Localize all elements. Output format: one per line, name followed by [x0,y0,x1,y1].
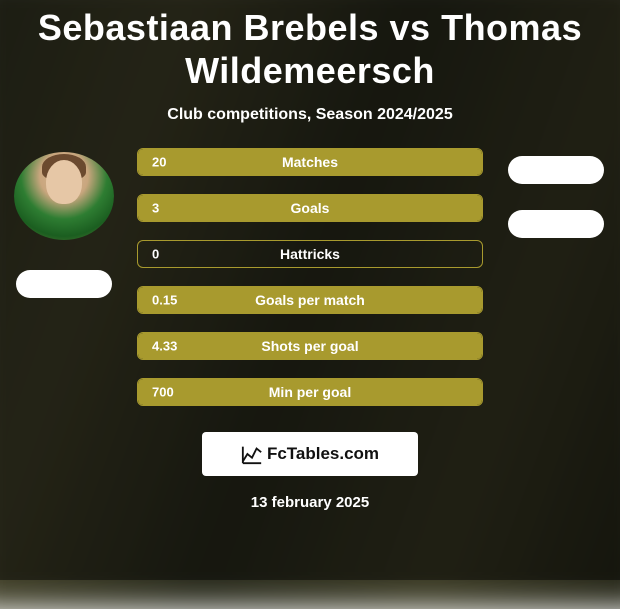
stat-row: 4.33Shots per goal [137,332,483,360]
left-player-pill [16,270,112,298]
stat-row: 3Goals [137,194,483,222]
comparison-container: 20Matches 3Goals 0Hattricks 0.15Goals per m… [0,148,620,406]
stat-row: 0Hattricks [137,240,483,268]
content-root: Sebastiaan Brebels vs Thomas Wildemeersc… [0,0,620,580]
avatar-image [14,152,114,240]
left-player-column [9,148,119,298]
stat-row: 0.15Goals per match [137,286,483,314]
stat-label: Min per goal [138,384,482,400]
stat-row: 700Min per goal [137,378,483,406]
stat-label: Goals [138,200,482,216]
right-player-column [501,148,611,238]
stat-row: 20Matches [137,148,483,176]
right-player-pill-2 [508,210,604,238]
stat-label: Shots per goal [138,338,482,354]
stats-column: 20Matches 3Goals 0Hattricks 0.15Goals per m… [137,148,483,406]
right-player-pill-1 [508,156,604,184]
stat-label: Matches [138,154,482,170]
logo-text: FcTables.com [267,444,379,464]
left-player-avatar [14,152,114,240]
stat-label: Goals per match [138,292,482,308]
page-title: Sebastiaan Brebels vs Thomas Wildemeersc… [0,6,620,92]
logo-box: FcTables.com [202,432,418,476]
date-text: 13 february 2025 [251,494,369,511]
stat-label: Hattricks [138,246,482,262]
chart-icon [241,443,263,465]
subtitle: Club competitions, Season 2024/2025 [167,106,452,124]
